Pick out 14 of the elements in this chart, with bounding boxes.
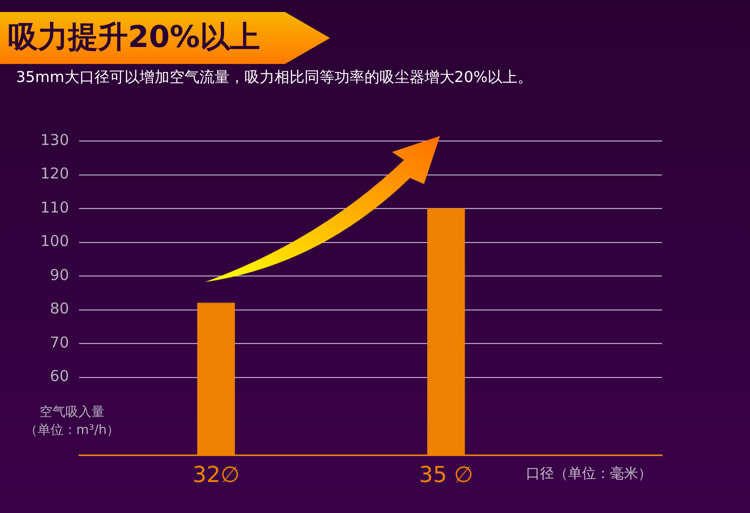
y-tick-label: 110 [40, 198, 69, 216]
y-tick-label: 130 [40, 130, 69, 149]
chart-title: 吸力提升20%以上 [0, 12, 330, 64]
x-tick-label: 35 ∅ [418, 462, 474, 488]
y-tick-label: 60 [50, 367, 69, 386]
x-axis-title: 口径（单位：毫米） [526, 465, 652, 483]
y-tick-label: 100 [40, 232, 69, 250]
y-tick-label: 90 [50, 266, 69, 284]
y-tick-label: 80 [50, 300, 69, 318]
y-tick-label: 70 [50, 333, 69, 352]
y-axis-title: 空气吸入量（单位：m³/h） [23, 404, 121, 440]
y-tick-label: 120 [40, 164, 69, 183]
x-tick-label: 32∅ [192, 462, 240, 488]
chart-subtitle: 35mm大口径可以增加空气流量，吸力相比同等功率的吸尘器增大20%以上。 [16, 68, 533, 87]
